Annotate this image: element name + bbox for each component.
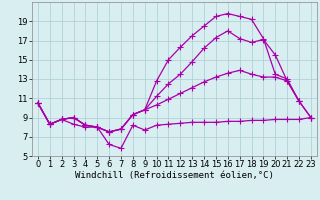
X-axis label: Windchill (Refroidissement éolien,°C): Windchill (Refroidissement éolien,°C)	[75, 171, 274, 180]
